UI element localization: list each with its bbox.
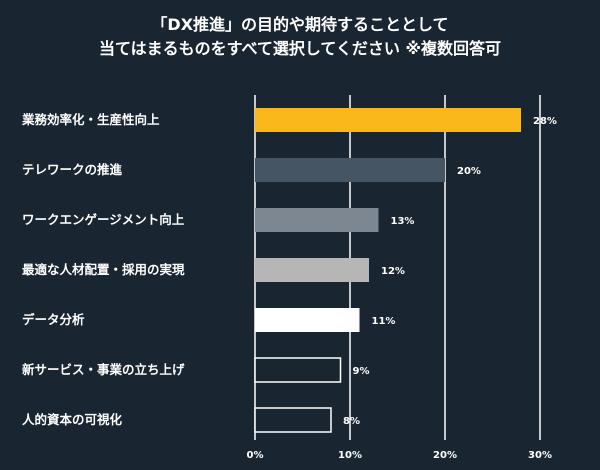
category-label: 人的資本の可視化 (22, 412, 123, 427)
chart-title-line2: 当てはまるものをすべて選択してください ※複数回答可 (98, 39, 502, 58)
bar (255, 208, 379, 232)
bar (255, 258, 369, 282)
bar (255, 308, 360, 332)
category-label: テレワークの推進 (22, 162, 123, 177)
category-label: 最適な人材配置・採用の実現 (22, 262, 185, 277)
category-label: ワークエンゲージメント向上 (22, 212, 185, 227)
category-label: 新サービス・事業の立ち上げ (22, 362, 185, 377)
bars (254, 108, 521, 433)
bar (254, 357, 342, 383)
bar (255, 108, 521, 132)
value-label: 11% (372, 316, 396, 327)
value-label: 8% (343, 416, 360, 427)
value-label: 28% (533, 116, 557, 127)
value-label: 13% (391, 216, 415, 227)
category-label: データ分析 (22, 312, 85, 327)
x-tick-labels: 0% 10% 20% 30% (247, 450, 552, 461)
x-tick-label: 0% (247, 450, 264, 461)
category-label: 業務効率化・生産性向上 (21, 112, 160, 127)
value-labels: 28% 20% 13% 12% 11% 9% 8% (343, 116, 557, 427)
bar (255, 158, 445, 182)
x-tick-label: 20% (433, 450, 457, 461)
category-labels: 業務効率化・生産性向上テレワークの推進ワークエンゲージメント向上最適な人材配置・… (21, 112, 185, 427)
x-tick-label: 30% (528, 450, 552, 461)
value-label: 12% (381, 266, 405, 277)
bar (254, 407, 332, 433)
value-label: 20% (457, 166, 481, 177)
x-tick-label: 10% (338, 450, 362, 461)
chart-title-line1: 「DX推進」の目的や期待することとして (151, 15, 449, 34)
value-label: 9% (353, 366, 370, 377)
